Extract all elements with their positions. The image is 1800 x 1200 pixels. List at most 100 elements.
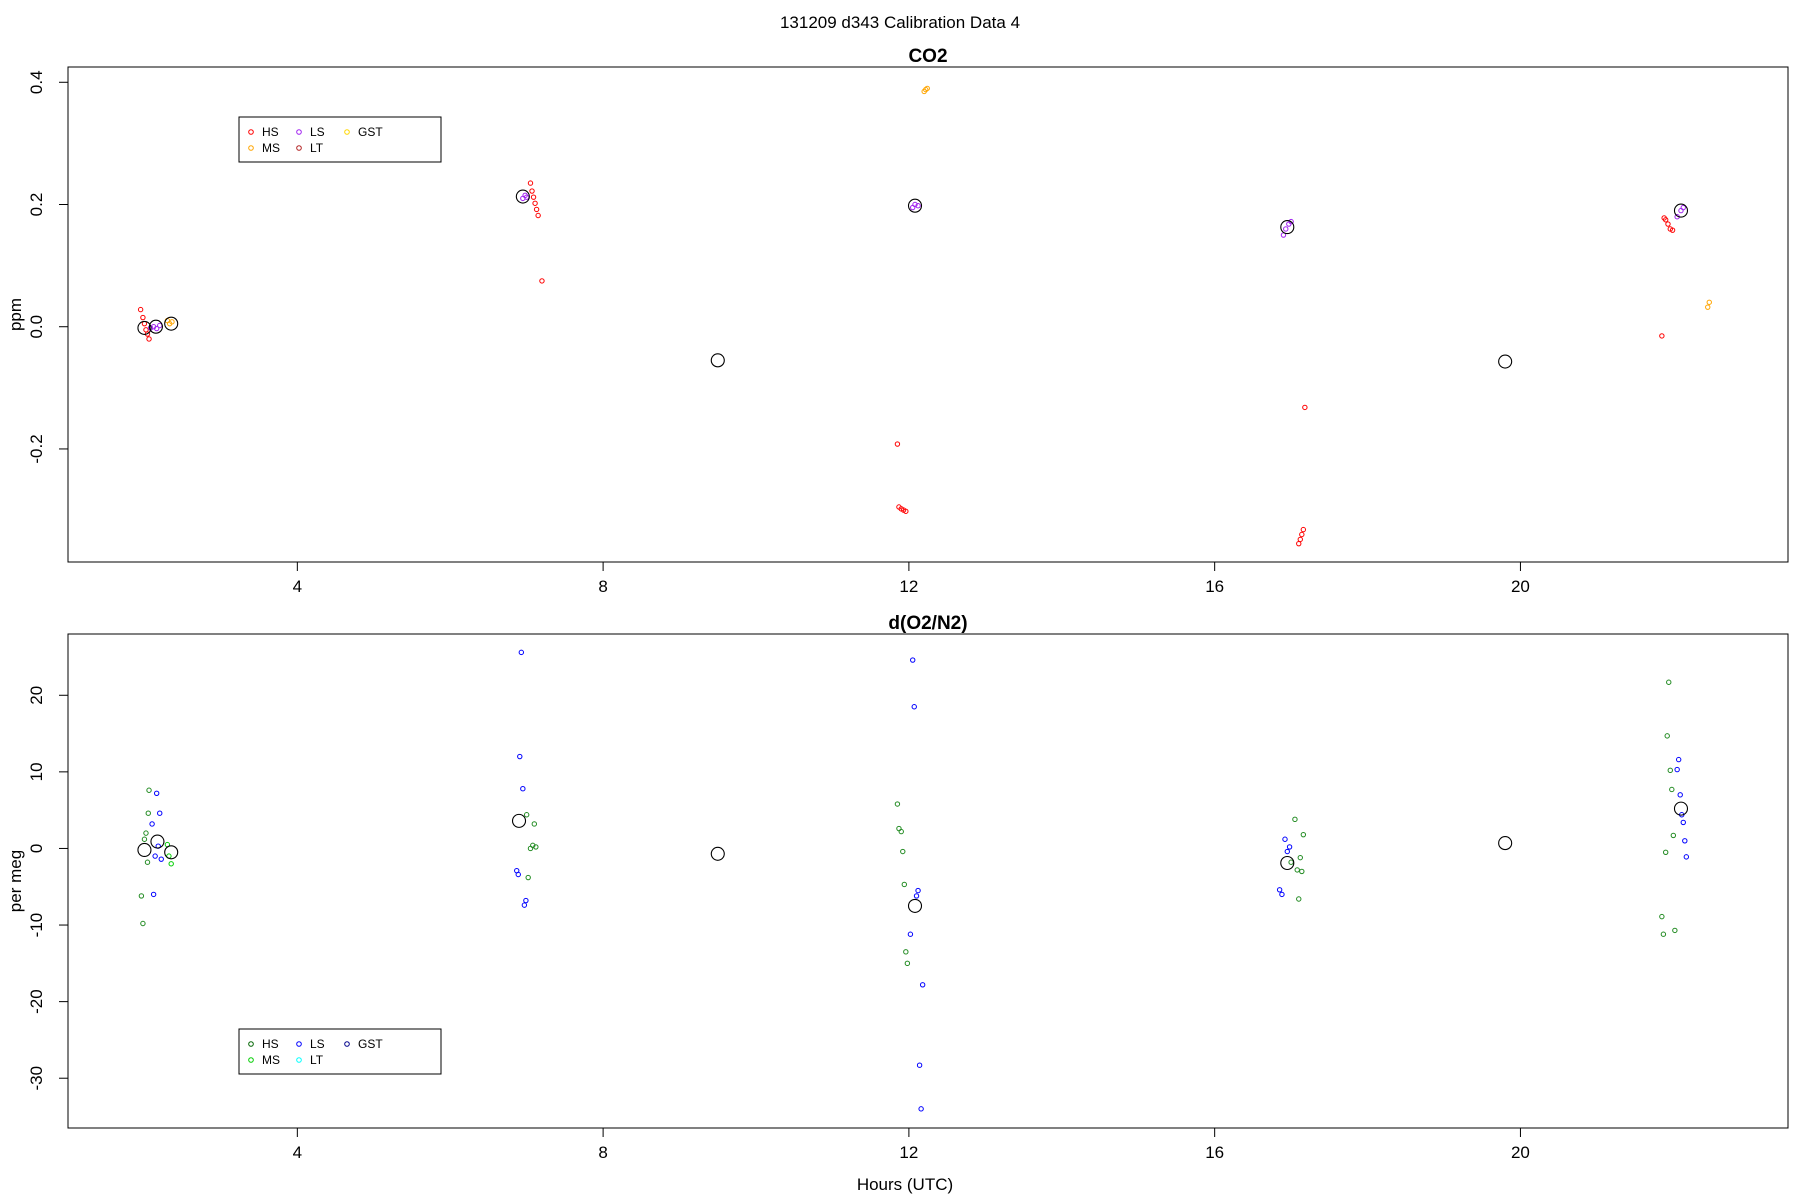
co2-point-hs [1300, 526, 1307, 533]
o2n2-point-ls [1682, 838, 1688, 844]
co2-legend-label: LT [310, 141, 324, 155]
o2n2-point-ms [168, 861, 174, 867]
o2n2-point-hs [903, 949, 909, 955]
co2-legend-label: MS [262, 141, 280, 155]
o2n2-point-ls [911, 704, 917, 710]
co2-point-ls [912, 201, 918, 208]
co2-point-ls [915, 203, 921, 209]
o2n2-point-hs [143, 830, 149, 836]
o2n2-point-ls [1677, 792, 1683, 798]
co2-mean-point [1498, 354, 1513, 369]
co2-point-hs [137, 306, 144, 313]
o2n2-point-hs [1662, 849, 1669, 855]
o2n2-mean-point [907, 898, 923, 913]
o2n2-point-ls [1279, 891, 1285, 898]
o2n2-point-ls [157, 810, 163, 816]
o2n2-point-hs [1288, 859, 1294, 865]
o2n2-point-ls [518, 649, 525, 656]
o2n2-point-ls [520, 786, 526, 792]
o2n2-point-hs [525, 874, 531, 881]
co2-point-ls [153, 325, 160, 332]
o2n2-mean-point [137, 842, 152, 858]
co2-point-ls [1283, 226, 1289, 232]
o2n2-point-ls [915, 887, 921, 894]
o2n2-point-hs [1669, 786, 1675, 793]
o2n2-point-hs [533, 844, 539, 850]
o2n2-point-ls [913, 893, 920, 899]
o2n2-point-hs [1672, 927, 1678, 934]
o2n2-point-hs [1667, 767, 1673, 774]
co2-panel: CO2 ppm 4 8 12 16 20 -0.2 0.0 0.2 0.4 HS MS LS LT GST [6, 46, 1789, 596]
o2n2-y-tick-label: 0 [27, 844, 46, 853]
co2-point-hs [1302, 404, 1308, 411]
o2n2-point-ls [149, 821, 155, 827]
o2n2-point-hs [1292, 816, 1298, 823]
o2n2-point-hs [901, 881, 908, 888]
o2n2-point-hs [1666, 679, 1672, 685]
o2n2-legend-label: LS [310, 1037, 325, 1051]
o2n2-point-ls [517, 753, 523, 760]
co2-plot-frame [67, 66, 1789, 563]
co2-mean-point [148, 319, 163, 334]
co2-point-hs [529, 188, 535, 194]
co2-point-hs [1297, 536, 1303, 543]
o2n2-mean-point [1498, 836, 1513, 851]
o2n2-point-hs [894, 801, 901, 807]
o2n2-point-hs [904, 960, 911, 967]
co2-x-tick-label: 8 [598, 577, 607, 596]
figure-title: 131209 d343 Calibration Data 4 [780, 13, 1020, 32]
co2-mean-point [710, 353, 725, 368]
co2-point-hs [140, 314, 146, 321]
o2n2-point-hs [140, 920, 146, 927]
x-axis-label: Hours (UTC) [857, 1175, 953, 1194]
o2n2-point-hs [527, 845, 534, 852]
co2-point-ls [1678, 207, 1684, 214]
o2n2-point-hs [1300, 831, 1307, 838]
o2n2-legend-marker [248, 1057, 254, 1063]
co2-mean-point [137, 320, 152, 335]
co2-point-hs [1659, 333, 1665, 339]
co2-panel-title: CO2 [908, 46, 947, 67]
o2n2-x-tick-label: 12 [899, 1143, 918, 1162]
co2-point-ms [169, 319, 175, 325]
co2-legend-marker [248, 145, 254, 151]
co2-mean-point [1673, 203, 1689, 218]
o2n2-mean-point [1673, 801, 1689, 816]
co2-point-ms [924, 85, 930, 92]
co2-legend-box [238, 116, 442, 163]
o2n2-x-tick-label: 16 [1205, 1143, 1224, 1162]
o2n2-point-hs [1296, 896, 1302, 902]
co2-point-hs [146, 336, 152, 342]
o2n2-point-hs [898, 828, 904, 835]
co2-point-hs [535, 212, 541, 219]
o2n2-point-ls [523, 897, 529, 904]
o2n2-mean-point [1280, 855, 1295, 871]
o2n2-mean-point [511, 813, 527, 828]
o2n2-legend-label: MS [262, 1053, 280, 1067]
co2-legend-marker [344, 129, 350, 135]
o2n2-mean-point [164, 845, 179, 860]
co2-mean-point [164, 316, 179, 331]
o2n2-point-ls [1284, 848, 1290, 855]
o2n2-point-hs [1664, 733, 1670, 739]
o2n2-point-hs [1660, 931, 1667, 937]
co2-point-ms [1705, 304, 1711, 310]
o2n2-point-hs [141, 836, 148, 842]
o2n2-legend-label: LT [310, 1053, 324, 1067]
co2-point-ls [1288, 218, 1294, 225]
co2-y-tick-label: 0.4 [27, 70, 46, 94]
o2n2-point-ls [521, 902, 528, 908]
o2n2-y-axis-label: per meg [6, 850, 25, 912]
o2n2-legend-box [238, 1028, 442, 1075]
o2n2-point-hs [900, 848, 906, 855]
co2-y-tick-label: -0.2 [27, 434, 46, 463]
co2-legend-label: GST [358, 125, 383, 139]
co2-x-tick-label: 20 [1511, 577, 1530, 596]
o2n2-point-hs [138, 893, 145, 899]
co2-point-hs [1665, 221, 1671, 227]
o2n2-y-tick-label: -10 [27, 913, 46, 938]
o2n2-legend-label: HS [262, 1037, 279, 1051]
co2-legend-marker [248, 129, 254, 135]
